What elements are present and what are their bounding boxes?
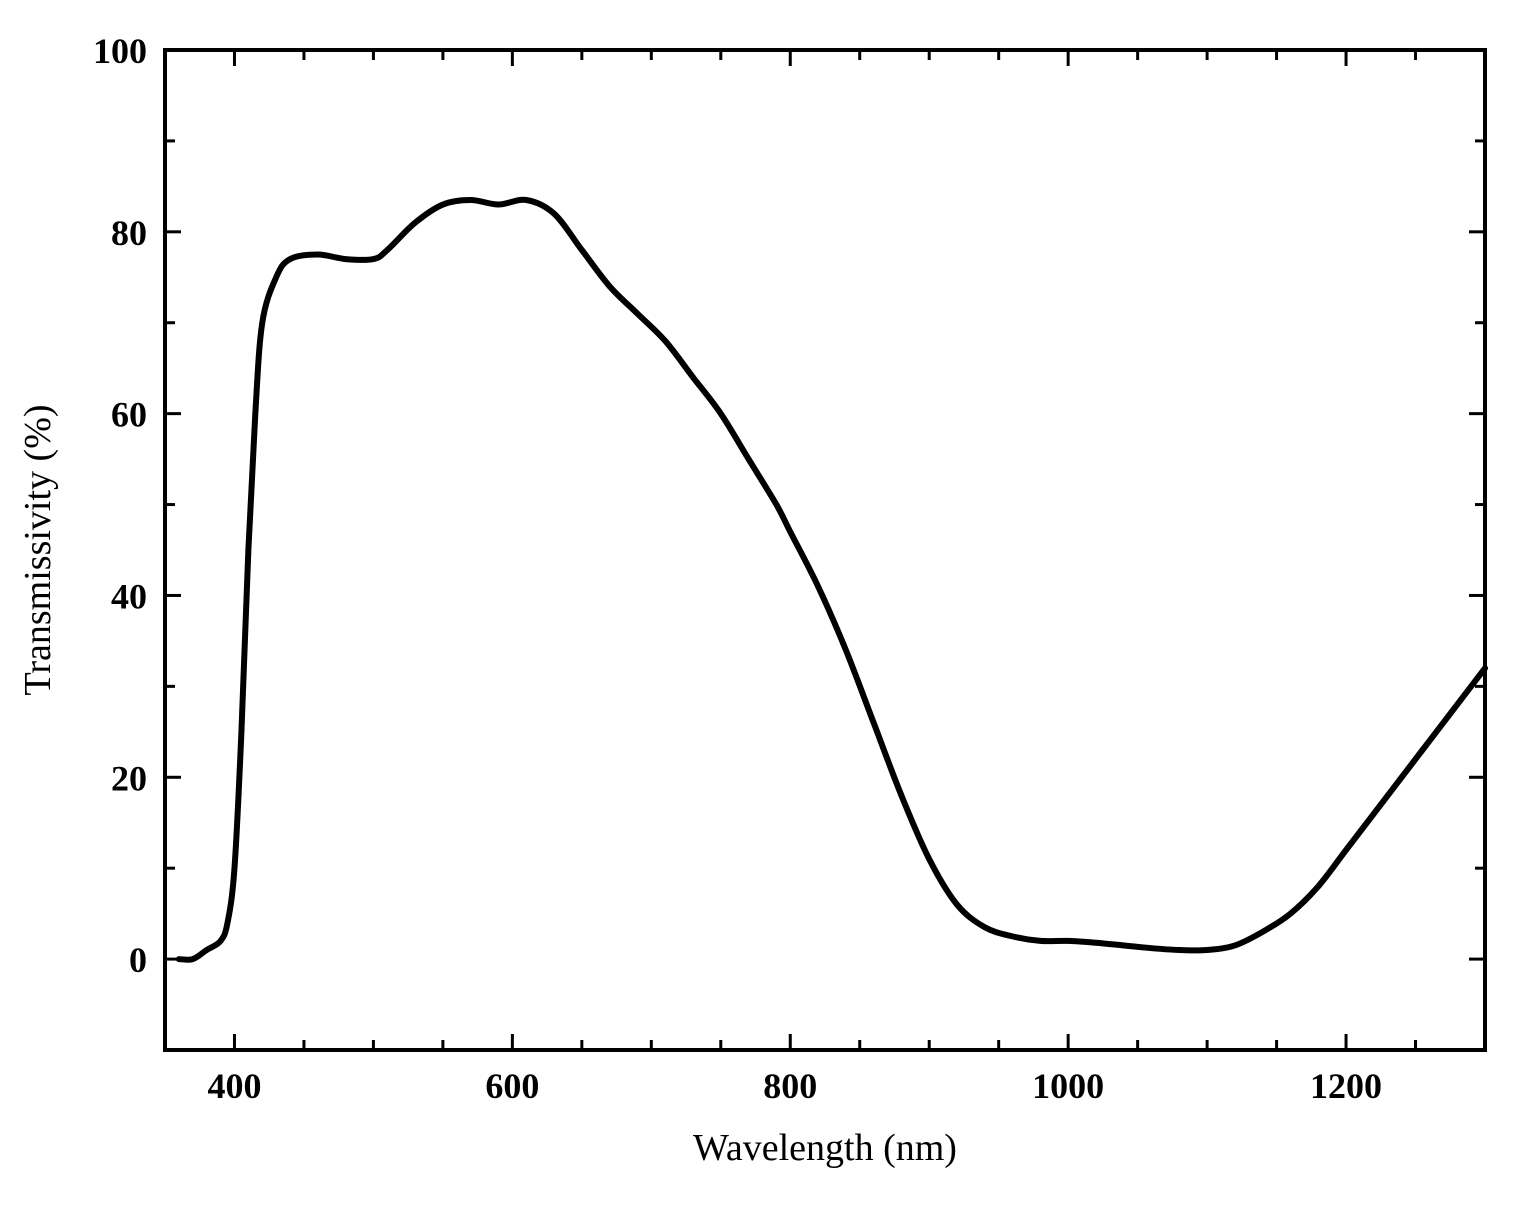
x-tick-label: 1000 [1032,1066,1104,1106]
y-tick-label: 20 [111,758,147,798]
x-tick-label: 1200 [1310,1066,1382,1106]
y-tick-label: 0 [129,940,147,980]
x-tick-label: 800 [763,1066,817,1106]
y-tick-label: 80 [111,213,147,253]
transmissivity-chart: 400 600 800 1000 1200 0 20 40 60 80 100 Wavelength … [0,0,1528,1231]
y-axis-label: Transmissivity (%) [17,404,59,695]
chart-container: 400 600 800 1000 1200 0 20 40 60 80 100 Wavelength … [0,0,1528,1231]
x-tick-label: 400 [207,1066,261,1106]
y-tick-label: 100 [93,31,147,71]
y-tick-label: 40 [111,576,147,616]
x-tick-label: 600 [485,1066,539,1106]
y-tick-label: 60 [111,395,147,435]
x-axis-label: Wavelength (nm) [693,1127,957,1169]
